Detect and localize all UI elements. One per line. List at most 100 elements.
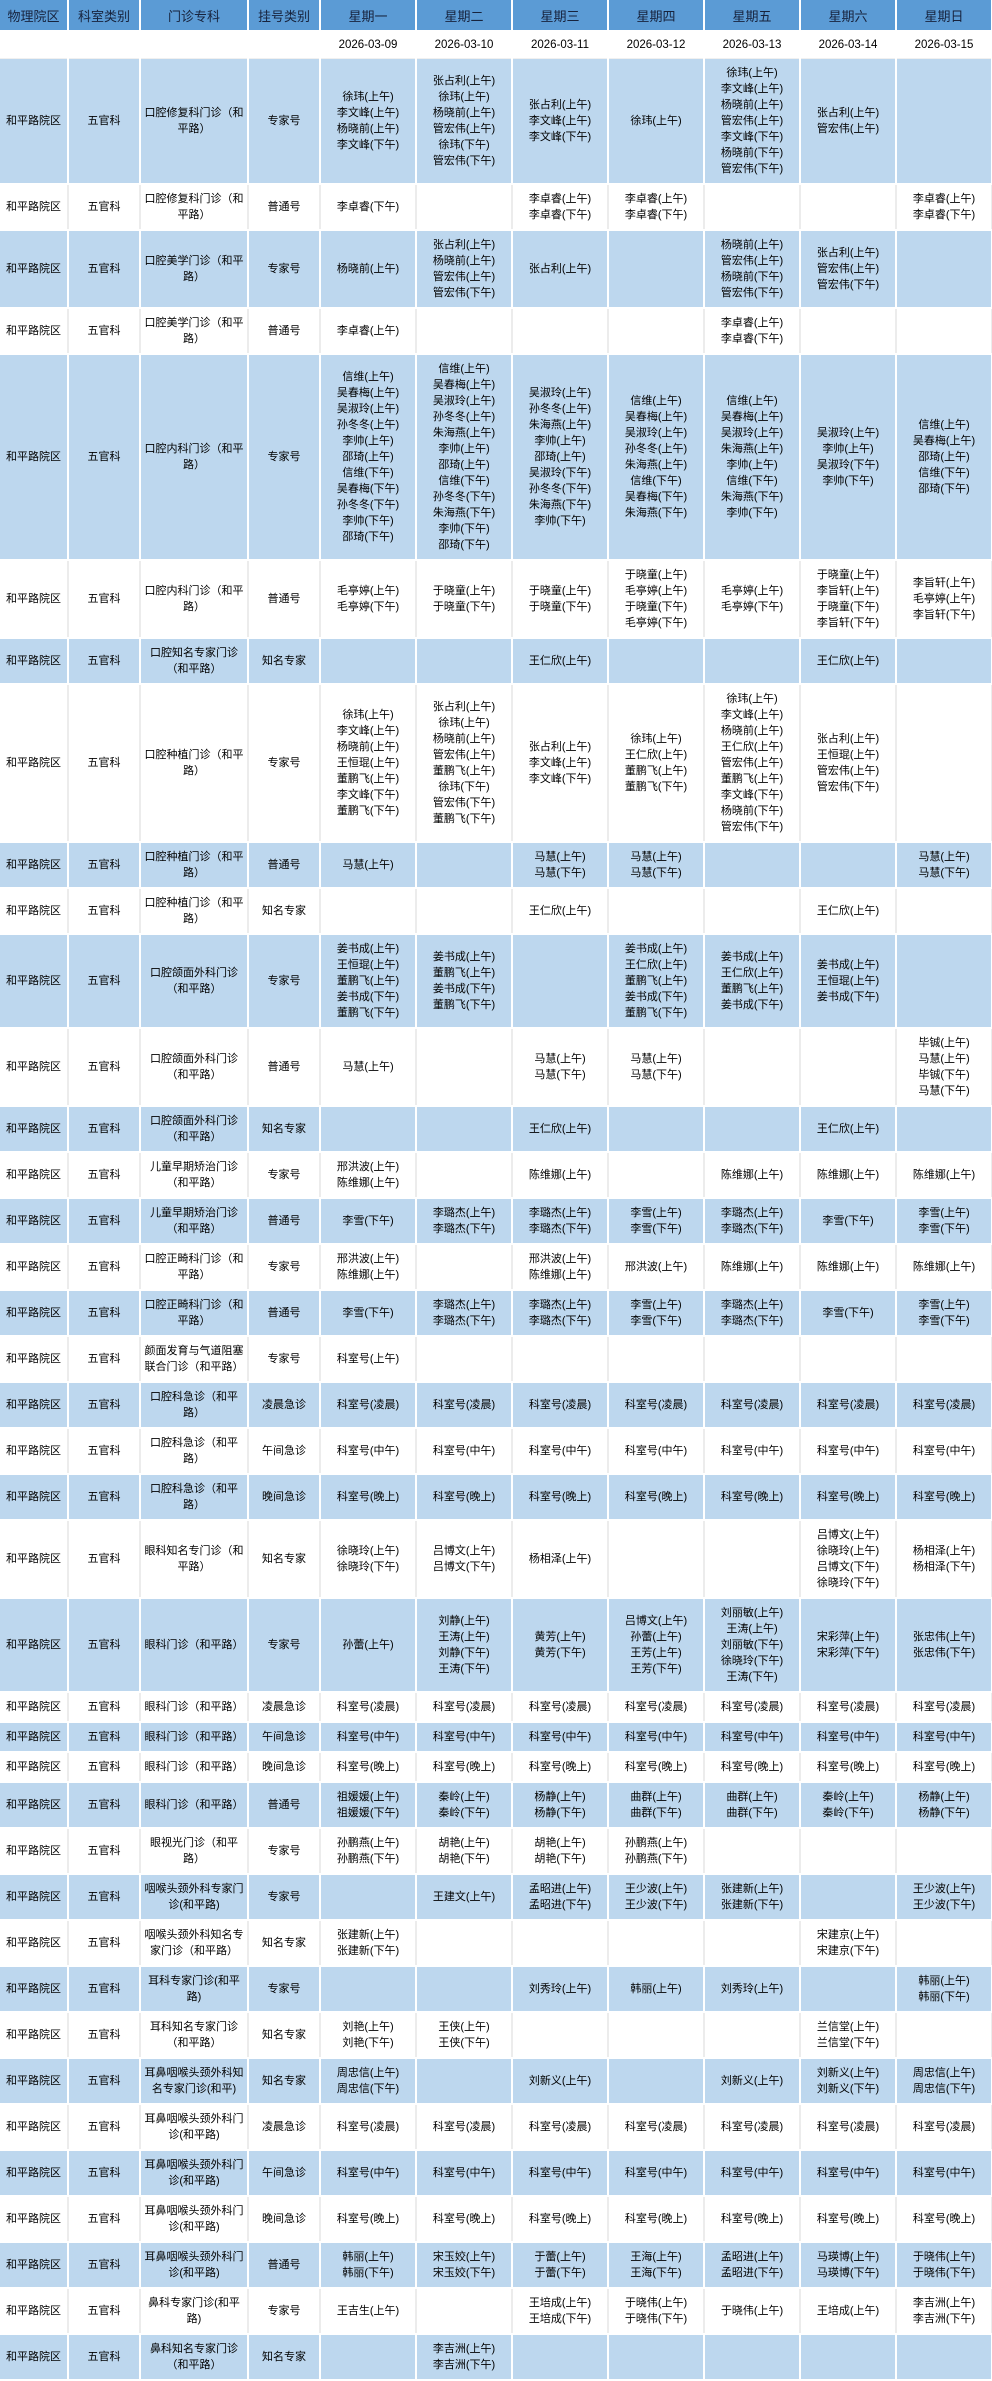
dept-cell: 五官科	[68, 1520, 141, 1599]
regtype-cell: 专家号	[248, 58, 321, 185]
campus-cell: 和平路院区	[0, 1874, 69, 1921]
schedule-cell: 邢洪波(上午)	[608, 1244, 705, 1291]
clinic-cell: 口腔科急诊（和平路）	[140, 1428, 249, 1475]
schedule-cell: 王海(上午) 王海(下午)	[608, 2242, 705, 2289]
regtype-cell: 知名专家	[248, 2334, 321, 2381]
table-row: 和平路院区 五官科 眼科门诊（和平路） 午间急诊 科室号(中午) 科室号(中午) 科室号(中…	[0, 1722, 992, 1753]
dept-cell: 五官科	[68, 1782, 141, 1829]
date-spacer-cell	[68, 31, 141, 59]
schedule-cell: 王吉生(上午)	[320, 2288, 417, 2335]
schedule-cell: 李雪(上午) 李雪(下午)	[896, 1198, 992, 1245]
schedule-cell: 科室号(凌晨)	[896, 2104, 992, 2151]
clinic-cell: 眼科门诊（和平路）	[140, 1722, 249, 1753]
schedule-cell: 科室号(凌晨)	[320, 1382, 417, 1429]
clinic-cell: 口腔颌面外科门诊（和平路）	[140, 1028, 249, 1107]
table-row: 和平路院区 五官科 眼视光门诊（和平路） 专家号 孙鹏燕(上午) 孙鹏燕(下午) 胡艳(上午…	[0, 1828, 992, 1875]
table-row: 和平路院区 五官科 耳鼻咽喉头颈外科门诊(和平路) 凌晨急诊 科室号(凌晨) 科室号(凌晨…	[0, 2104, 992, 2151]
schedule-cell: 徐玮(上午) 王仁欣(上午) 董鹏飞(上午) 董鹏飞(下午)	[608, 684, 705, 843]
schedule-cell: 孟昭进(上午) 孟昭进(下午)	[704, 2242, 801, 2289]
schedule-cell: 韩丽(上午)	[608, 1966, 705, 2013]
schedule-cell	[416, 308, 513, 355]
dept-cell: 五官科	[68, 1152, 141, 1199]
schedule-cell	[704, 842, 801, 889]
schedule-cell	[896, 888, 992, 935]
schedule-cell: 韩丽(上午) 韩丽(下午)	[320, 2242, 417, 2289]
clinic-cell: 口腔颌面外科门诊（和平路）	[140, 1106, 249, 1153]
dept-cell: 五官科	[68, 2334, 141, 2381]
schedule-cell	[704, 1520, 801, 1599]
schedule-cell	[320, 888, 417, 935]
schedule-cell	[800, 1874, 897, 1921]
schedule-cell: 刘艳(上午) 刘艳(下午)	[320, 2012, 417, 2059]
schedule-cell: 李吉洲(上午) 李吉洲(下午)	[416, 2334, 513, 2381]
regtype-cell: 知名专家	[248, 888, 321, 935]
schedule-cell: 科室号(凌晨)	[608, 1382, 705, 1429]
clinic-cell: 儿童早期矫治门诊（和平路）	[140, 1198, 249, 1245]
schedule-cell: 科室号(凌晨)	[320, 1692, 417, 1723]
schedule-cell: 杨相泽(上午)	[512, 1520, 609, 1599]
schedule-cell: 科室号(中午)	[800, 1722, 897, 1753]
schedule-cell: 韩丽(上午) 韩丽(下午)	[896, 1966, 992, 2013]
clinic-cell: 颜面发育与气道阻塞联合门诊（和平路）	[140, 1336, 249, 1383]
schedule-cell: 胡艳(上午) 胡艳(下午)	[416, 1828, 513, 1875]
clinic-cell: 耳鼻咽喉头颈外科门诊(和平路)	[140, 2150, 249, 2197]
dept-cell: 五官科	[68, 2058, 141, 2105]
schedule-cell: 王仁欣(上午)	[512, 638, 609, 685]
clinic-cell: 口腔科急诊（和平路）	[140, 1474, 249, 1521]
campus-cell: 和平路院区	[0, 2058, 69, 2105]
dept-cell: 五官科	[68, 2288, 141, 2335]
schedule-cell: 科室号(上午)	[320, 1336, 417, 1383]
schedule-cell: 秦岭(上午) 秦岭(下午)	[416, 1782, 513, 1829]
schedule-cell: 李卓睿(上午) 李卓睿(下午)	[608, 184, 705, 231]
clinic-cell: 耳鼻咽喉头颈外科门诊(和平路)	[140, 2242, 249, 2289]
schedule-cell: 黄芳(上午) 黄芳(下午)	[512, 1598, 609, 1693]
schedule-cell: 科室号(晚上)	[608, 1752, 705, 1783]
schedule-cell: 信维(上午) 吴春梅(上午) 吴淑玲(上午) 朱海燕(上午) 李帅(上午) 信维(下午) 朱…	[704, 354, 801, 561]
table-row: 和平路院区 五官科 咽喉头颈外科专家门诊(和平路) 专家号 王建文(上午) 孟昭进(上午)…	[0, 1874, 992, 1921]
schedule-cell: 胡艳(上午) 胡艳(下午)	[512, 1828, 609, 1875]
weekday-header-3: 星期四	[608, 0, 705, 32]
schedule-cell	[800, 184, 897, 231]
regtype-cell: 专家号	[248, 2288, 321, 2335]
schedule-cell: 科室号(凌晨)	[416, 2104, 513, 2151]
table-row: 和平路院区 五官科 咽喉头颈外科知名专家门诊（和平路） 知名专家 张建新(上午) 张建新(…	[0, 1920, 992, 1967]
schedule-cell: 邢洪波(上午) 陈维娜(上午)	[512, 1244, 609, 1291]
schedule-cell	[608, 888, 705, 935]
schedule-cell	[512, 1336, 609, 1383]
schedule-cell: 杨晓前(上午)	[320, 230, 417, 309]
schedule-cell: 徐玮(上午) 李文峰(上午) 杨晓前(上午) 李文峰(下午)	[320, 58, 417, 185]
schedule-cell: 宋建京(上午) 宋建京(下午)	[800, 1920, 897, 1967]
schedule-cell	[608, 230, 705, 309]
schedule-cell: 陈维娜(上午)	[800, 1152, 897, 1199]
table-row: 和平路院区 五官科 耳鼻咽喉头颈外科门诊(和平路) 午间急诊 科室号(中午) 科室号(中午…	[0, 2150, 992, 2197]
date-spacer-cell	[248, 31, 321, 59]
schedule-cell: 李璐杰(上午) 李璐杰(下午)	[512, 1290, 609, 1337]
schedule-cell: 周忠信(上午) 周忠信(下午)	[896, 2058, 992, 2105]
schedule-cell	[704, 1028, 801, 1107]
schedule-cell: 科室号(晚上)	[320, 1474, 417, 1521]
schedule-cell	[320, 1874, 417, 1921]
table-row: 和平路院区 五官科 口腔种植门诊（和平路） 专家号 徐玮(上午) 李文峰(上午) 杨晓前(上…	[0, 684, 992, 843]
campus-cell: 和平路院区	[0, 1692, 69, 1723]
schedule-cell: 毛亭婷(上午) 毛亭婷(下午)	[320, 560, 417, 639]
schedule-cell: 宋彩萍(上午) 宋彩萍(下午)	[800, 1598, 897, 1693]
schedule-cell: 张占利(上午) 王恒琨(上午) 管宏伟(上午) 管宏伟(下午)	[800, 684, 897, 843]
clinic-cell: 口腔美学门诊（和平路）	[140, 308, 249, 355]
clinic-cell: 眼视光门诊（和平路）	[140, 1828, 249, 1875]
schedule-cell	[416, 1966, 513, 2013]
schedule-cell	[896, 2012, 992, 2059]
table-row: 和平路院区 五官科 口腔颌面外科门诊（和平路） 专家号 姜书成(上午) 王恒琨(上午) 董鹏…	[0, 934, 992, 1029]
schedule-cell	[896, 230, 992, 309]
regtype-cell: 普通号	[248, 184, 321, 231]
schedule-cell	[800, 308, 897, 355]
regtype-cell: 专家号	[248, 1828, 321, 1875]
schedule-cell: 科室号(中午)	[608, 1428, 705, 1475]
campus-cell: 和平路院区	[0, 1722, 69, 1753]
schedule-cell: 科室号(凌晨)	[416, 1382, 513, 1429]
schedule-cell: 科室号(凌晨)	[800, 1692, 897, 1723]
date-cell-1: 2026-03-10	[416, 31, 513, 59]
schedule-cell: 于晓伟(上午) 于晓伟(下午)	[608, 2288, 705, 2335]
date-spacer-cell	[140, 31, 249, 59]
schedule-cell	[416, 638, 513, 685]
